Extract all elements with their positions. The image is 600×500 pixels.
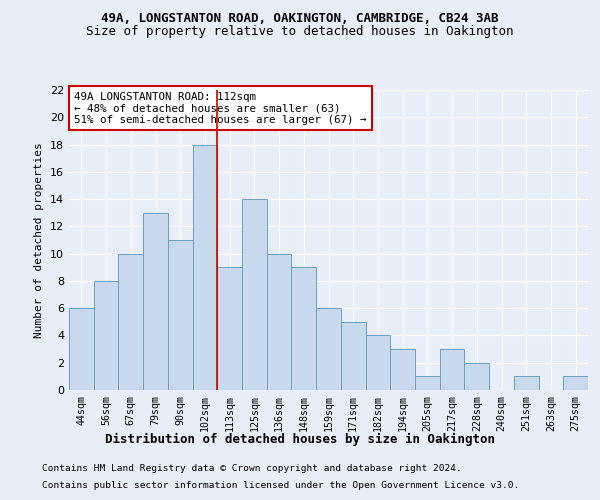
- Bar: [118, 254, 143, 390]
- Text: Contains HM Land Registry data © Crown copyright and database right 2024.: Contains HM Land Registry data © Crown c…: [42, 464, 462, 473]
- Bar: [168, 240, 193, 390]
- Bar: [365, 336, 390, 390]
- Bar: [242, 199, 267, 390]
- Text: 49A LONGSTANTON ROAD: 112sqm
← 48% of detached houses are smaller (63)
51% of se: 49A LONGSTANTON ROAD: 112sqm ← 48% of de…: [74, 92, 367, 124]
- Bar: [267, 254, 292, 390]
- Bar: [143, 212, 168, 390]
- Text: Distribution of detached houses by size in Oakington: Distribution of detached houses by size …: [105, 432, 495, 446]
- Bar: [563, 376, 588, 390]
- Text: Size of property relative to detached houses in Oakington: Size of property relative to detached ho…: [86, 25, 514, 38]
- Text: 49A, LONGSTANTON ROAD, OAKINGTON, CAMBRIDGE, CB24 3AB: 49A, LONGSTANTON ROAD, OAKINGTON, CAMBRI…: [101, 12, 499, 26]
- Bar: [292, 268, 316, 390]
- Bar: [341, 322, 365, 390]
- Bar: [316, 308, 341, 390]
- Bar: [464, 362, 489, 390]
- Bar: [440, 349, 464, 390]
- Bar: [390, 349, 415, 390]
- Bar: [69, 308, 94, 390]
- Bar: [217, 268, 242, 390]
- Y-axis label: Number of detached properties: Number of detached properties: [34, 142, 44, 338]
- Bar: [193, 144, 217, 390]
- Bar: [415, 376, 440, 390]
- Text: Contains public sector information licensed under the Open Government Licence v3: Contains public sector information licen…: [42, 481, 519, 490]
- Bar: [514, 376, 539, 390]
- Bar: [94, 281, 118, 390]
